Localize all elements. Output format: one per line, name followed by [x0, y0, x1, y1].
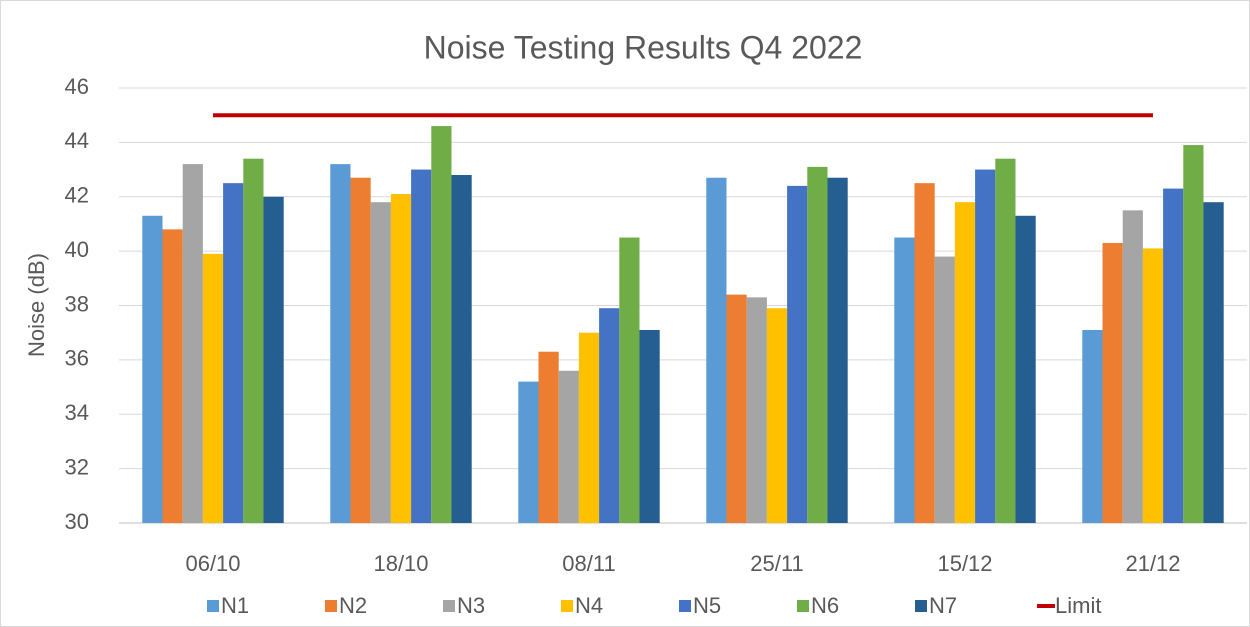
legend-label: Limit — [1055, 593, 1101, 618]
y-tick-label: 34 — [65, 400, 89, 425]
bar — [1015, 215, 1036, 523]
bar — [578, 332, 600, 523]
bar — [243, 158, 264, 523]
bar — [1102, 242, 1123, 523]
bar — [995, 158, 1016, 523]
y-tick-label: 36 — [65, 346, 89, 371]
bar — [182, 164, 203, 523]
bar — [975, 169, 996, 523]
legend-label: N7 — [929, 593, 957, 618]
bar — [162, 229, 183, 523]
chart-title: Noise Testing Results Q4 2022 — [424, 29, 863, 65]
x-tick-label: 21/12 — [1125, 551, 1180, 576]
y-tick-label: 42 — [65, 183, 89, 208]
bar — [538, 351, 559, 523]
bar — [894, 237, 915, 523]
legend-label: N5 — [693, 593, 721, 618]
bar — [954, 202, 976, 523]
y-tick-label: 40 — [65, 237, 89, 262]
legend-label: N6 — [811, 593, 839, 618]
bar — [558, 370, 579, 523]
bar — [619, 237, 640, 523]
bar — [787, 185, 808, 523]
bar — [390, 194, 412, 523]
legend-label: N1 — [221, 593, 249, 618]
legend-swatch — [443, 600, 455, 612]
bar — [142, 215, 163, 523]
bar — [746, 297, 767, 523]
bar — [1082, 329, 1103, 523]
bar — [706, 177, 727, 523]
x-tick-label: 15/12 — [937, 551, 992, 576]
bar — [639, 329, 660, 523]
bar — [350, 177, 371, 523]
bar — [599, 308, 620, 523]
bar — [263, 196, 284, 523]
bar — [1183, 145, 1204, 523]
bar — [223, 183, 244, 523]
y-tick-label: 32 — [65, 454, 89, 479]
bar — [1122, 210, 1143, 523]
x-tick-label: 25/11 — [750, 551, 803, 576]
legend-swatch — [797, 600, 809, 612]
legend-label: N4 — [575, 593, 603, 618]
bar — [766, 308, 788, 523]
legend-swatch — [207, 600, 219, 612]
legend-swatch — [915, 600, 927, 612]
y-axis-label: Noise (dB) — [24, 253, 49, 357]
bar — [1203, 202, 1224, 523]
bar — [934, 256, 955, 523]
bar — [202, 253, 224, 523]
bar — [807, 166, 828, 523]
bar — [431, 126, 452, 523]
legend-label: N3 — [457, 593, 485, 618]
legend-swatch — [561, 600, 573, 612]
bar — [1142, 248, 1164, 523]
bar — [518, 381, 539, 523]
y-tick-label: 30 — [65, 509, 89, 534]
x-tick-label: 06/10 — [185, 551, 240, 576]
bar — [411, 169, 432, 523]
bar — [370, 202, 391, 523]
legend-label: N2 — [339, 593, 367, 618]
bar — [451, 175, 472, 523]
legend-swatch — [679, 600, 691, 612]
legend-swatch — [325, 600, 337, 612]
bar — [726, 294, 747, 523]
y-tick-label: 46 — [65, 74, 89, 99]
bar — [330, 164, 351, 523]
bar — [1163, 188, 1184, 523]
bar — [914, 183, 935, 523]
y-tick-label: 44 — [65, 128, 89, 153]
y-tick-label: 38 — [65, 291, 89, 316]
x-tick-label: 08/11 — [562, 551, 615, 576]
bar — [827, 177, 848, 523]
x-tick-label: 18/10 — [373, 551, 428, 576]
